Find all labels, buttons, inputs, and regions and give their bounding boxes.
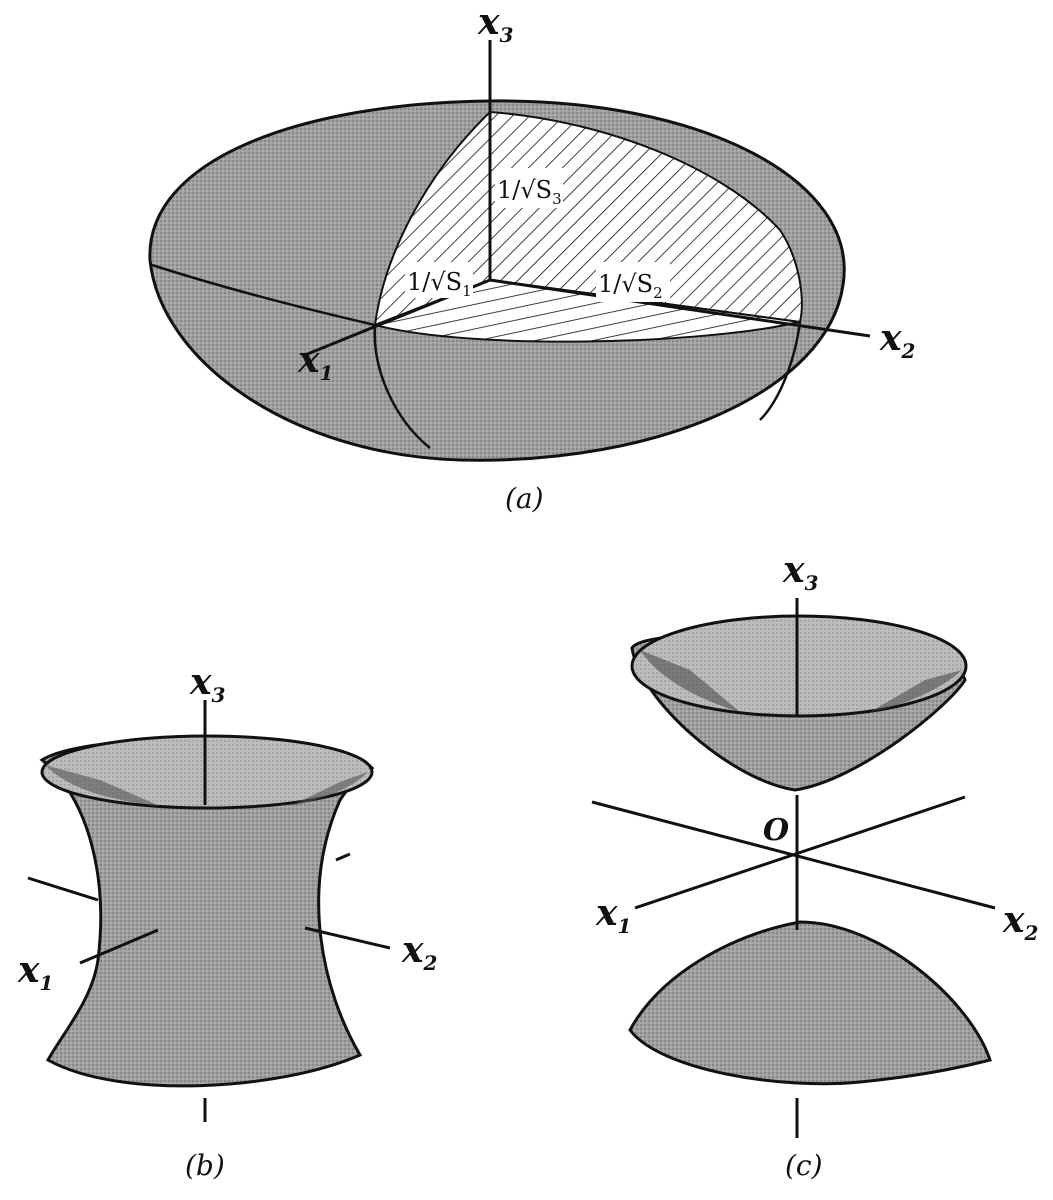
- axis-label-x1: x1: [297, 339, 333, 385]
- cutaway-face-x2x3: [489, 110, 803, 324]
- hyperboloid-rim-inner-shade-right: [290, 772, 368, 806]
- axis-label-x1: x1: [17, 949, 53, 995]
- figure-c-two-sheet-hyperboloid: x3 O x1 x2 (c): [591, 549, 1038, 1182]
- meridian-curve-right: [759, 321, 802, 421]
- length-label-s1: 1/√S1: [405, 262, 473, 300]
- upper-sheet-rim: [630, 614, 968, 718]
- length-label-s2: 1/√S2: [596, 262, 670, 302]
- axis-x2: [489, 278, 871, 338]
- svg-text:1/√S2: 1/√S2: [598, 270, 663, 302]
- origin-label: O: [763, 813, 789, 848]
- axis-label-x3: x3: [477, 1, 513, 47]
- axis-label-x2: x2: [1002, 899, 1038, 945]
- axis-label-x1: x1: [595, 892, 631, 938]
- hyperboloid-top-rim: [40, 734, 374, 810]
- axis-label-x2: x2: [879, 317, 915, 363]
- figure-a-ellipsoid: x3 x2 x1 1/√S3 1/√S1 1/√S2 (a): [148, 1, 915, 515]
- axis-x2: [304, 926, 391, 950]
- caption-b: (b): [185, 1149, 225, 1182]
- axis-label-x3: x3: [189, 661, 225, 707]
- upper-sheet-shade-right: [870, 670, 962, 712]
- axis-x1: [634, 795, 966, 910]
- lower-sheet-body: [628, 920, 992, 1086]
- caption-a: (a): [505, 482, 544, 515]
- upper-sheet-shade-left: [640, 650, 740, 712]
- caption-c: (c): [785, 1149, 823, 1182]
- figure-b-hyperboloid: x3 x1 x2 (b): [17, 661, 437, 1182]
- svg-text:1/√S1: 1/√S1: [407, 268, 472, 300]
- svg-text:1/√S3: 1/√S3: [497, 176, 562, 208]
- cutaway-face-x1x2: [371, 278, 801, 343]
- hyperboloid-rim-inner-shade: [45, 765, 160, 806]
- axis-x1: [79, 928, 159, 965]
- axis-label-x3: x3: [782, 549, 818, 595]
- length-label-s3: 1/√S3: [495, 168, 563, 208]
- axis-x1-back: [335, 852, 351, 862]
- axis-label-x2: x2: [401, 929, 437, 975]
- meridian-curve: [373, 324, 431, 449]
- axis-x2-back: [27, 876, 99, 902]
- equator-curve: [151, 263, 376, 327]
